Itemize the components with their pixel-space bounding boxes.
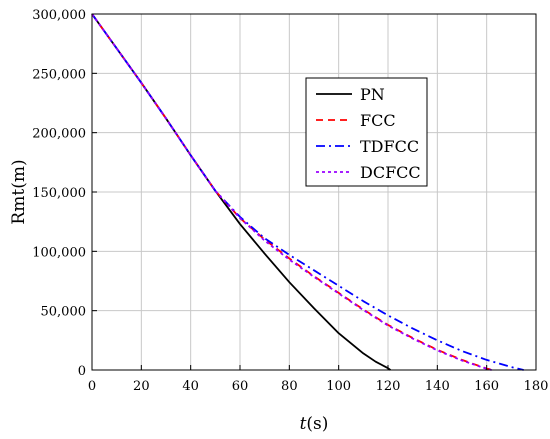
x-tick-label: 160 (474, 379, 499, 394)
axis-ticks (91, 13, 537, 371)
y-tick-label: 50,000 (41, 305, 87, 320)
y-tick-label: 0 (78, 364, 86, 379)
y-tick-label: 150,000 (32, 186, 86, 201)
y-tick-label: 300,000 (32, 8, 86, 23)
legend-label-fcc: FCC (360, 111, 396, 130)
x-tick-label: 120 (376, 379, 401, 394)
x-axis-title: t(s) (300, 414, 329, 434)
y-tick-label: 200,000 (32, 127, 86, 142)
x-tick-label: 100 (326, 379, 351, 394)
x-tick-label: 60 (232, 379, 249, 394)
x-tick-label: 20 (133, 379, 150, 394)
x-tick-label: 40 (182, 379, 199, 394)
x-tick-label: 140 (425, 379, 450, 394)
x-tick-label: 0 (88, 379, 96, 394)
y-tick-label: 100,000 (32, 245, 86, 260)
x-tick-label: 80 (281, 379, 298, 394)
x-tick-label: 180 (524, 379, 549, 394)
legend: PN FCC TDFCC DCFCC (305, 77, 428, 187)
y-tick-label: 250,000 (32, 67, 86, 82)
x-axis-title-unit: (s) (306, 414, 328, 434)
legend-label-dcfcc: DCFCC (360, 163, 421, 182)
series-line-pn (91, 13, 391, 371)
legend-box (305, 77, 428, 187)
series-line-dcfcc (91, 13, 492, 371)
series-lines (91, 13, 524, 371)
tick-labels: 0 20 40 60 80 100 120 140 160 180 0 50,000 100,000 15… (32, 8, 548, 394)
legend-label-pn: PN (360, 85, 385, 104)
y-axis-title: Rmt(m) (9, 159, 29, 224)
legend-label-tdfcc: TDFCC (360, 137, 419, 156)
x-axis-title-variable: t (300, 414, 307, 434)
